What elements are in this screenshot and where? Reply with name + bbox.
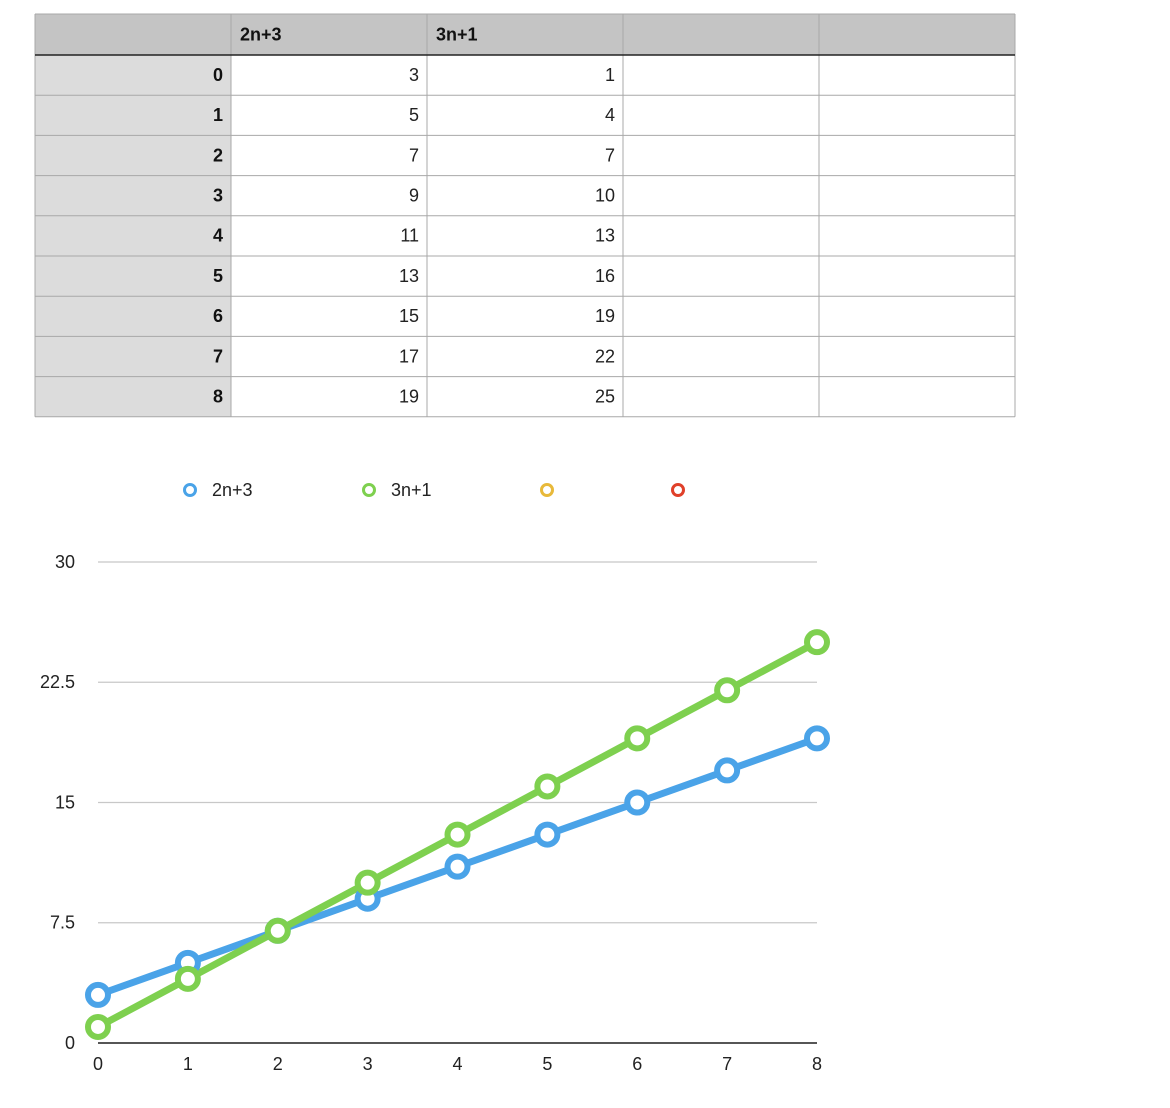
data-point (804, 629, 830, 656)
cell-value: 17 (399, 346, 419, 366)
data-point (714, 757, 741, 784)
data-point (624, 789, 651, 816)
cell-value: 25 (595, 386, 615, 406)
x-tick-label: 2 (273, 1054, 283, 1074)
cell-value: 7 (409, 145, 419, 165)
data-point (174, 965, 201, 992)
x-tick-label: 1 (183, 1054, 193, 1074)
data-point (534, 773, 561, 800)
data-point (85, 981, 111, 1008)
cell-value: 5 (409, 105, 419, 125)
x-tick-label: 0 (93, 1054, 103, 1074)
row-index: 4 (213, 226, 223, 246)
data-point (534, 821, 561, 848)
cell-value: 15 (399, 306, 419, 326)
row-index: 2 (213, 145, 223, 165)
data-point (264, 917, 291, 944)
data-point (444, 853, 471, 880)
row-index: 6 (213, 306, 223, 326)
cell-value: 19 (595, 306, 615, 326)
data-point (444, 821, 471, 848)
y-tick-label: 0 (65, 1033, 75, 1053)
cell-value: 13 (399, 266, 419, 286)
legend-label: 2n+3 (212, 480, 253, 500)
x-tick-label: 5 (542, 1054, 552, 1074)
cell-value: 9 (409, 185, 419, 205)
index-column-bg (35, 55, 231, 417)
legend-marker (183, 483, 197, 497)
y-tick-label: 7.5 (50, 913, 75, 933)
data-point (804, 725, 830, 752)
row-index: 8 (213, 386, 223, 406)
data-point (354, 869, 381, 896)
cell-value: 7 (605, 145, 615, 165)
row-index: 1 (213, 105, 223, 125)
cell-value: 3 (409, 65, 419, 85)
cell-value: 1 (605, 65, 615, 85)
x-tick-label: 4 (452, 1054, 462, 1074)
y-tick-label: 15 (55, 792, 75, 812)
legend-marker (540, 483, 554, 497)
cell-value: 13 (595, 226, 615, 246)
x-tick-label: 8 (812, 1054, 822, 1074)
x-tick-label: 3 (363, 1054, 373, 1074)
cell-value: 4 (605, 105, 615, 125)
legend-marker (362, 483, 376, 497)
x-tick-label: 6 (632, 1054, 642, 1074)
row-index: 7 (213, 346, 223, 366)
cell-value: 22 (595, 346, 615, 366)
data-point (624, 725, 651, 752)
row-index: 3 (213, 185, 223, 205)
legend-marker (671, 483, 685, 497)
header-row-bg (35, 14, 1015, 55)
row-index: 5 (213, 266, 223, 286)
column-header: 2n+3 (240, 24, 282, 44)
cell-value: 11 (400, 226, 419, 246)
column-header: 3n+1 (436, 24, 478, 44)
x-tick-label: 7 (722, 1054, 732, 1074)
cell-value: 19 (399, 386, 419, 406)
y-tick-label: 30 (55, 552, 75, 572)
data-point (714, 677, 741, 704)
y-tick-label: 22.5 (40, 672, 75, 692)
data-point (85, 1013, 111, 1040)
row-index: 0 (213, 65, 223, 85)
cell-value: 10 (595, 185, 615, 205)
legend-label: 3n+1 (391, 480, 432, 500)
cell-value: 16 (595, 266, 615, 286)
